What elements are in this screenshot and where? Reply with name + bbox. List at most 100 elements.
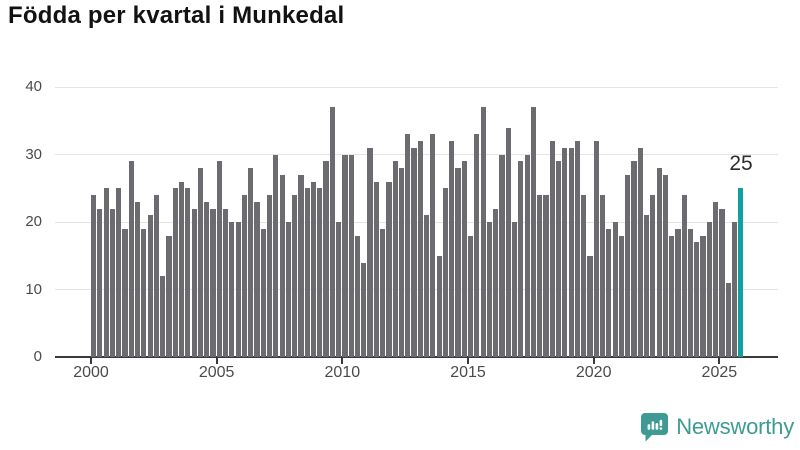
bar-2015-q3	[480, 107, 486, 357]
y-axis-label-20: 20	[25, 213, 42, 230]
bar-2001-q3	[128, 161, 134, 357]
bar-2003-q2	[172, 188, 178, 357]
bar-2009-q4	[336, 222, 342, 357]
bar-2010-q2	[348, 154, 354, 357]
bar-2006-q2	[248, 168, 254, 357]
bar-2000-q1	[91, 195, 97, 357]
bar-2016-q1	[493, 208, 499, 357]
bar-2019-q2	[574, 141, 581, 357]
bar-2016-q3	[505, 127, 511, 357]
bar-2011-q4	[386, 181, 392, 357]
x-tick-2020	[592, 358, 595, 364]
bar-2016-q2	[499, 154, 505, 357]
bar-2025-q3	[731, 222, 738, 357]
bar-2018-q4	[562, 147, 568, 357]
bar-2021-q4	[637, 147, 643, 357]
x-axis-label-2020: 2020	[575, 364, 612, 381]
bar-2002-q4	[160, 276, 166, 357]
bar-2020-q1	[593, 141, 599, 357]
bar-2025-q2	[725, 282, 731, 357]
bar-2009-q1	[317, 188, 323, 357]
bar-2002-q3	[153, 195, 160, 357]
x-axis-label-2025: 2025	[701, 364, 738, 381]
bar-2020-q3	[606, 228, 612, 357]
bar-2022-q1	[643, 215, 650, 357]
bar-2007-q4	[285, 222, 291, 357]
x-axis-label-2000: 2000	[73, 364, 109, 381]
bar-2010-q1	[342, 154, 348, 357]
y-axis-label-0: 0	[33, 348, 42, 365]
bar-2005-q3	[229, 222, 235, 357]
bar-2017-q3	[530, 107, 537, 357]
gridline-y40	[55, 86, 778, 88]
bar-2006-q1	[241, 195, 247, 357]
bar-2017-q1	[518, 161, 524, 357]
y-axis-label-10: 10	[25, 280, 42, 298]
x-tick-2010	[341, 358, 344, 364]
bar-2003-q3	[178, 181, 185, 357]
bar-2000-q3	[103, 188, 109, 357]
bar-2023-q4	[687, 228, 694, 357]
bar-2011-q2	[373, 181, 379, 357]
bar-2024-q3	[706, 222, 712, 357]
newsworthy-logo: Newsworthy	[640, 412, 794, 442]
bar-2024-q1	[694, 242, 700, 357]
bar-2018-q3	[555, 161, 562, 357]
x-tick-2005	[215, 358, 218, 364]
x-axis-line	[55, 356, 778, 358]
bar-2007-q3	[279, 174, 285, 357]
bar-2000-q2	[97, 208, 103, 357]
bar-2004-q2	[197, 168, 203, 357]
bar-2007-q2	[273, 154, 279, 357]
bar-2016-q4	[511, 222, 518, 357]
bar-2019-q3	[581, 195, 587, 357]
bar-2020-q4	[612, 222, 618, 357]
bar-2015-q1	[468, 235, 474, 357]
bar-2013-q3	[430, 134, 436, 357]
highlight-value-label: 25	[729, 152, 753, 175]
bar-2004-q3	[204, 201, 210, 357]
bar-2011-q1	[367, 147, 373, 357]
bar-2004-q1	[191, 208, 197, 357]
bar-2024-q2	[700, 235, 706, 357]
bar-2022-q3	[656, 168, 662, 357]
bar-2001-q2	[122, 228, 128, 357]
bar-2005-q1	[216, 161, 222, 357]
bar-2019-q4	[587, 255, 593, 357]
bar-2017-q2	[524, 154, 530, 357]
bar-2006-q3	[254, 201, 260, 357]
x-axis-label-2005: 2005	[198, 364, 235, 381]
bar-2014-q4	[461, 161, 467, 357]
bar-2010-q4	[361, 262, 367, 357]
bar-2009-q3	[329, 107, 335, 357]
bar-2007-q1	[266, 195, 273, 357]
bar-2008-q2	[298, 174, 304, 357]
bar-2025-q4	[738, 188, 744, 357]
bar-2003-q4	[185, 188, 191, 357]
bar-2000-q4	[109, 208, 116, 357]
bar-2015-q4	[486, 222, 493, 357]
bar-2020-q2	[599, 195, 606, 357]
bar-2001-q4	[134, 201, 141, 357]
bar-2002-q1	[141, 228, 147, 357]
newsworthy-logo-icon	[641, 413, 669, 442]
bar-2005-q4	[235, 222, 241, 357]
bar-2022-q4	[662, 174, 668, 357]
bar-2001-q1	[116, 188, 122, 357]
bar-2022-q2	[650, 195, 656, 357]
bar-2013-q4	[436, 255, 442, 357]
bar-2008-q3	[304, 188, 310, 357]
bar-2023-q2	[675, 228, 681, 357]
x-axis-label-2010: 2010	[324, 364, 361, 381]
bar-2005-q2	[222, 208, 229, 357]
bar-2023-q3	[681, 195, 687, 357]
bar-2021-q3	[631, 161, 637, 357]
x-tick-2000	[90, 358, 92, 364]
bar-2014-q1	[442, 188, 449, 357]
bar-2012-q1	[392, 161, 398, 357]
bar-2008-q1	[292, 195, 298, 357]
chart-title: Födda per kvartal i Munkedal	[8, 2, 345, 29]
bar-2002-q2	[147, 215, 153, 357]
y-axis-label-40: 40	[25, 78, 42, 95]
